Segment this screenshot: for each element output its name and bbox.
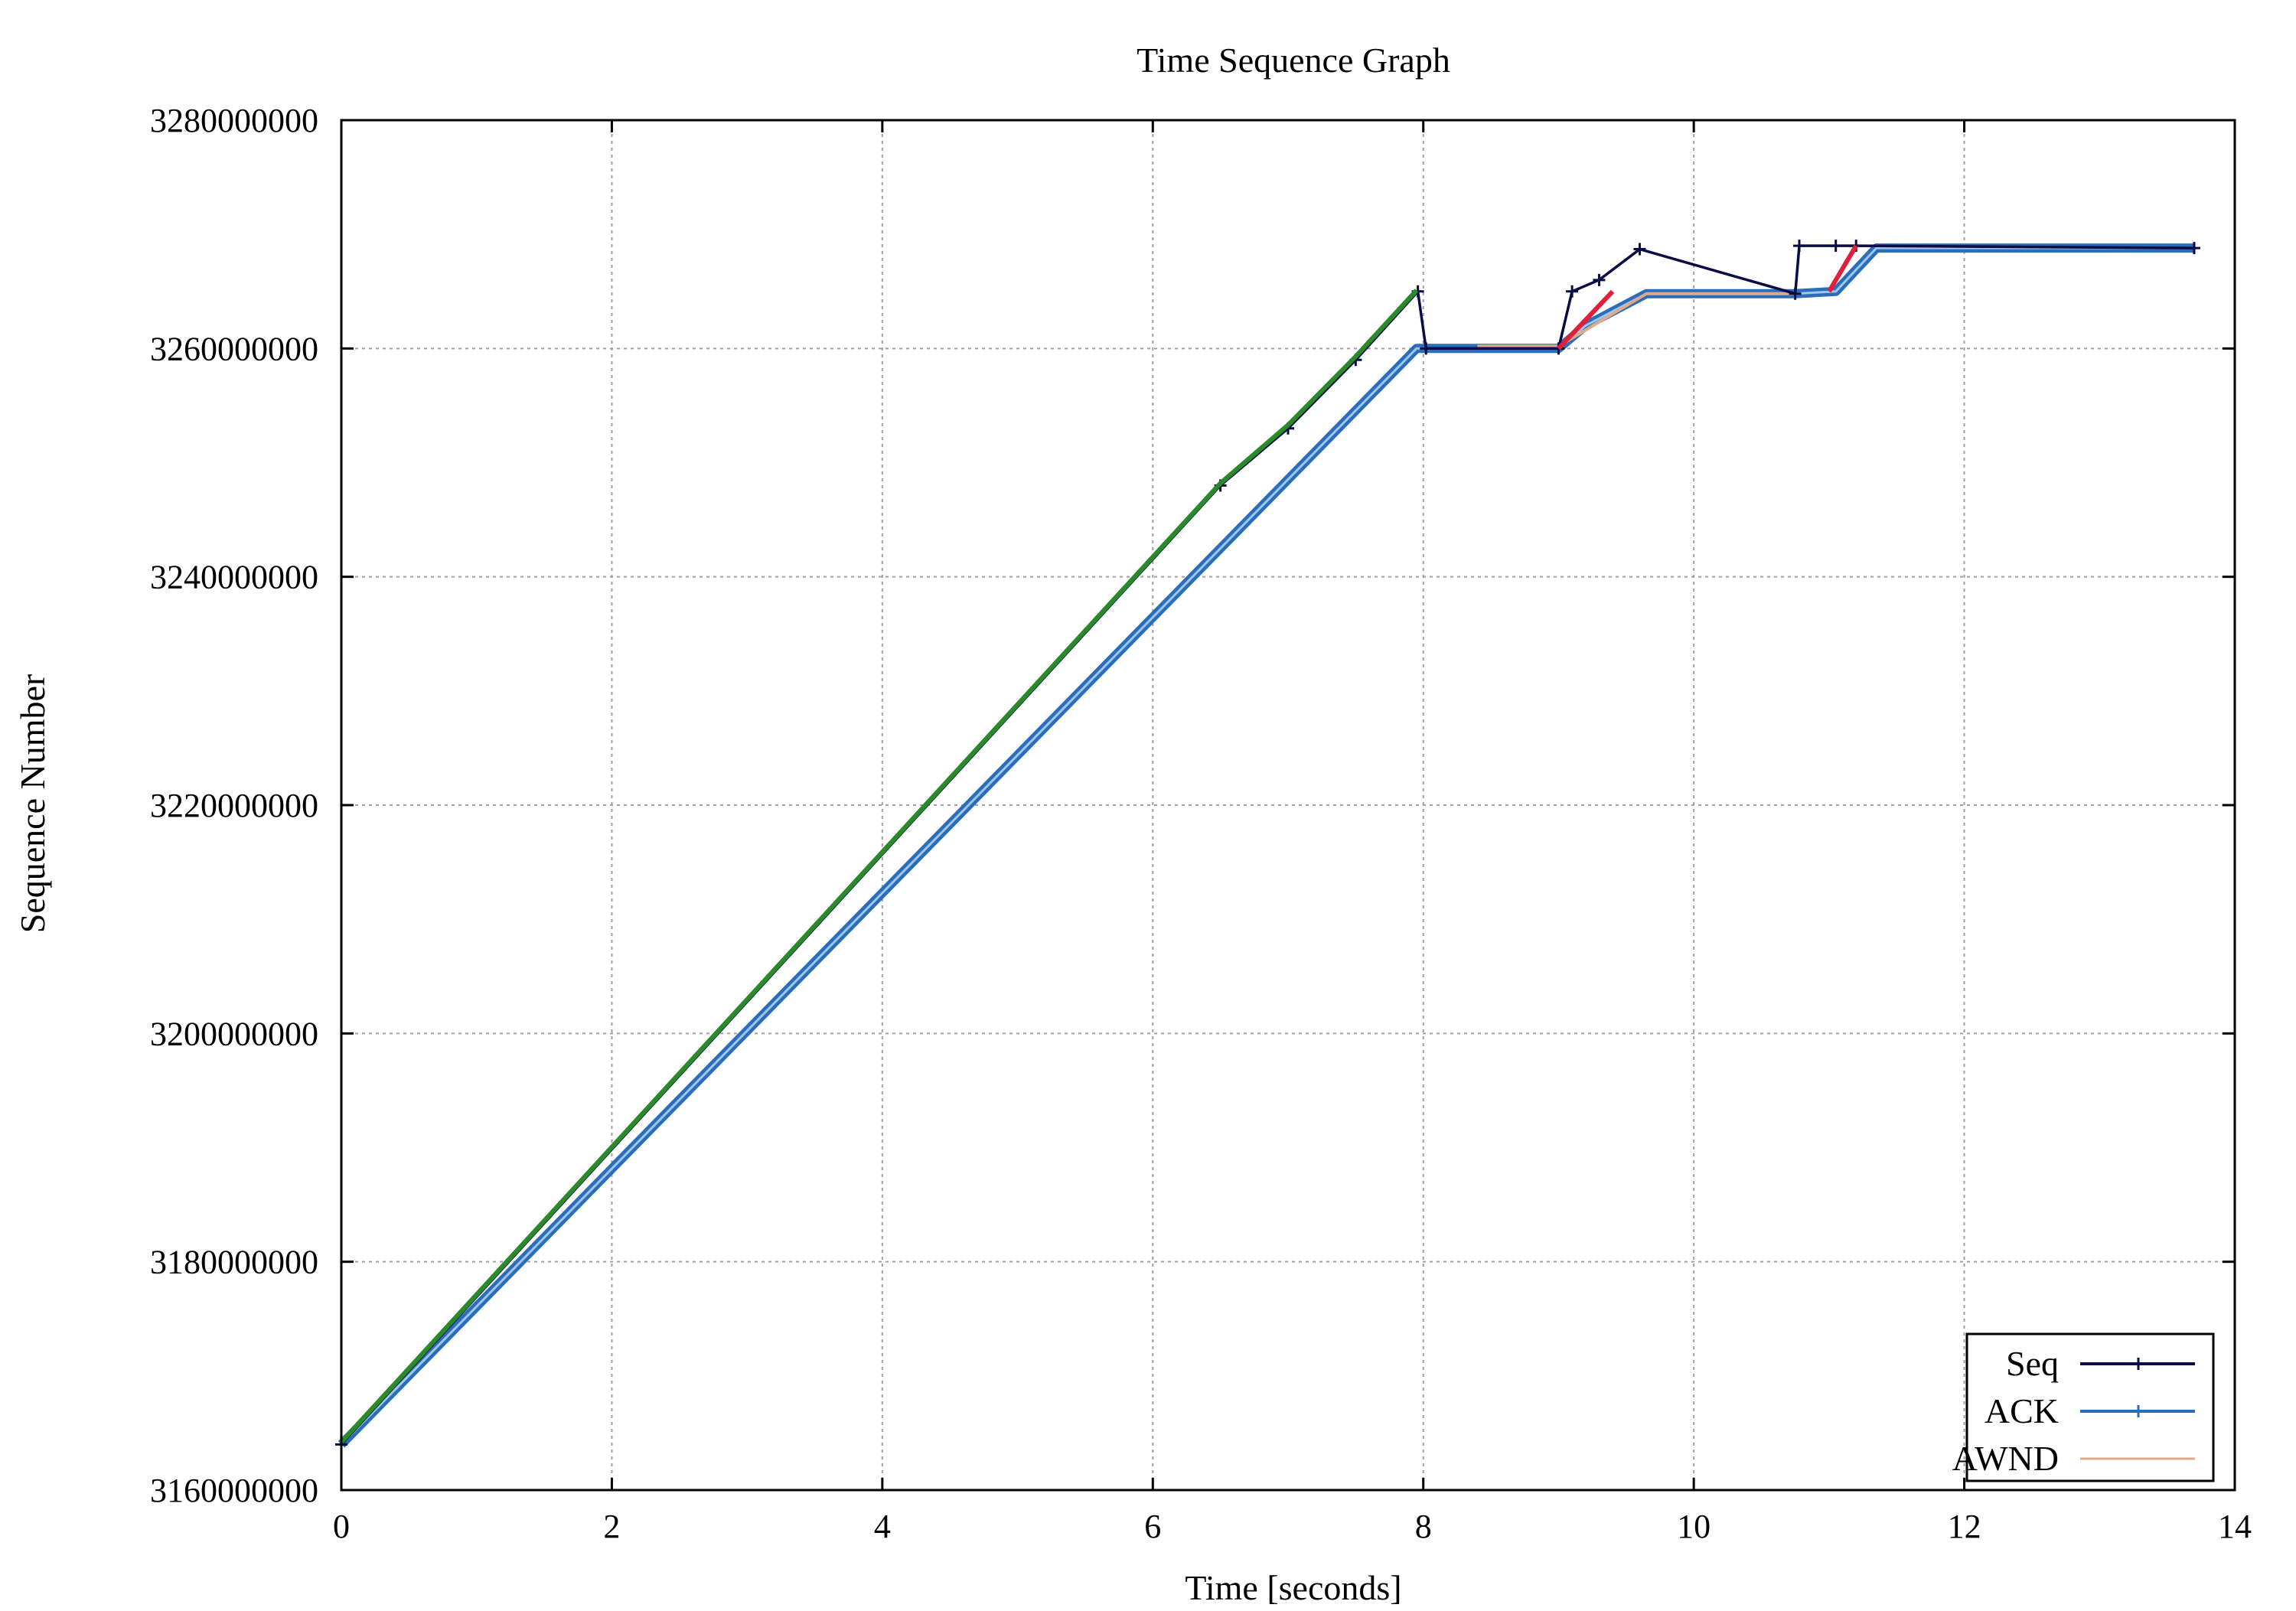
axis-ticks: 0 2 4 6 8 10 12 14 3160000000 3180000000 320000000…: [150, 102, 2252, 1545]
seq-point: [1593, 273, 1606, 286]
legend-marker: [2132, 1405, 2144, 1417]
seq-point: [1633, 243, 1646, 256]
x-tick-label: 12: [1948, 1508, 1981, 1545]
grid-lines: [341, 120, 2235, 1490]
y-tick-label: 3220000000: [150, 787, 318, 824]
seq-series-line: [340, 244, 2195, 1446]
y-tick-label: 3160000000: [150, 1472, 318, 1509]
aux-series-line: [1827, 244, 1858, 293]
legend: Seq ACK AWND: [1952, 1332, 2215, 1482]
x-tick-label: 4: [874, 1508, 891, 1545]
y-tick-label: 3240000000: [150, 559, 318, 596]
seq-point: [1566, 285, 1579, 298]
y-axis-title: Sequence Number: [13, 674, 52, 934]
ack-series-line: [338, 243, 2194, 1448]
seq-point: [1829, 240, 1842, 253]
y-tick-label: 3180000000: [150, 1244, 318, 1281]
legend-label: AWND: [1952, 1439, 2059, 1478]
x-tick-label: 6: [1144, 1508, 1161, 1545]
y-tick-label: 3200000000: [150, 1015, 318, 1052]
aux-series-line: [339, 289, 1419, 1444]
seq-point: [1792, 240, 1805, 253]
legend-box: [1965, 1332, 2215, 1482]
x-tick-label: 0: [333, 1508, 350, 1545]
x-tick-label: 10: [1677, 1508, 1711, 1545]
y-tick-label: 3260000000: [150, 330, 318, 367]
awnd-series-line: [1477, 292, 1795, 348]
legend-label: Seq: [2006, 1344, 2059, 1383]
x-tick-label: 2: [603, 1508, 620, 1545]
x-axis-title: Time [seconds]: [1185, 1568, 1401, 1607]
seq-point: [1420, 342, 1433, 355]
x-tick-label: 8: [1415, 1508, 1432, 1545]
ack-series-highlight: [340, 246, 2194, 1446]
seq-point: [1789, 287, 1802, 300]
aux-series-line: [1557, 289, 1615, 351]
x-tick-label: 14: [2218, 1508, 2252, 1545]
series-layer: [335, 240, 2200, 1451]
legend-marker: [2132, 1358, 2144, 1370]
legend-label: ACK: [1985, 1391, 2059, 1430]
seq-point: [2187, 242, 2200, 255]
seq-point: [1552, 342, 1565, 355]
y-tick-label: 3280000000: [150, 102, 318, 139]
chart-title: Time Sequence Graph: [1137, 41, 1450, 80]
